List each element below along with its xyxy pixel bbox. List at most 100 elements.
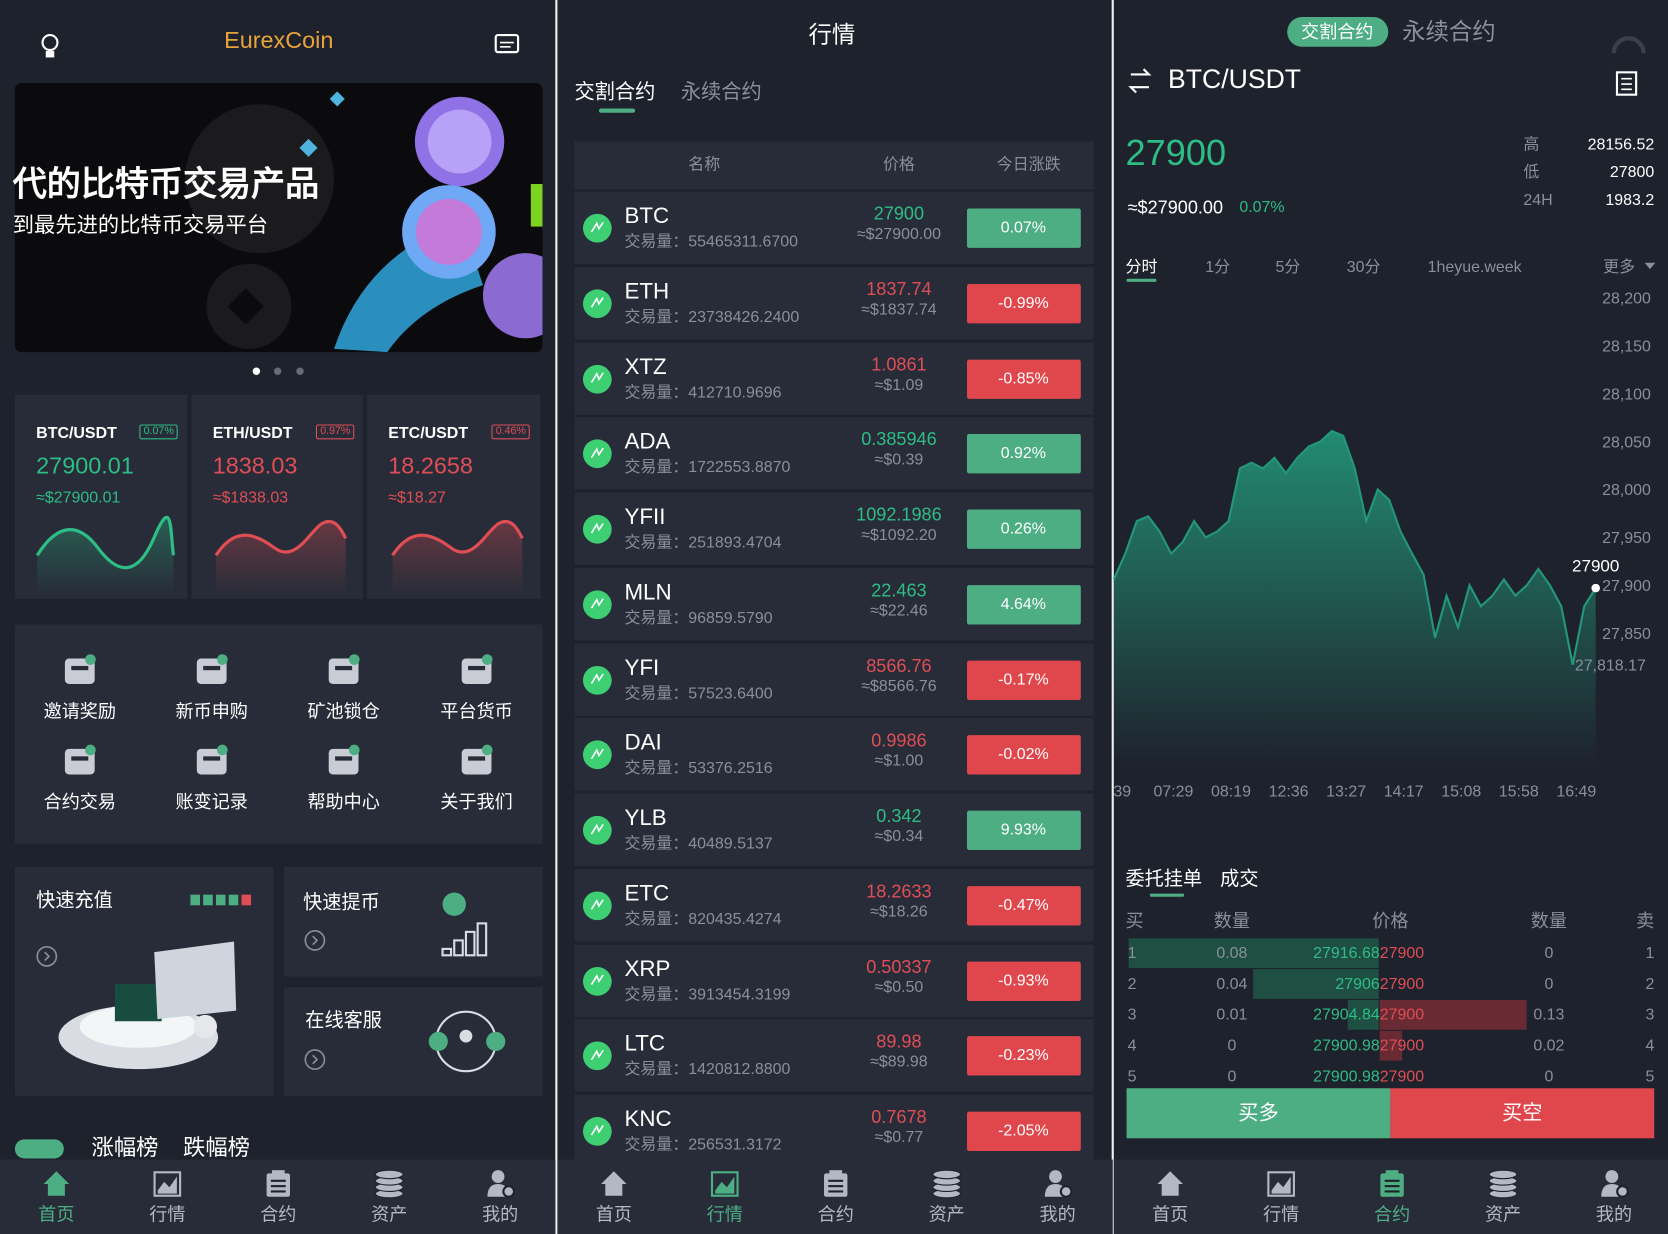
- buy-long-button[interactable]: [1126, 1088, 1391, 1139]
- tab-indicator: [1149, 893, 1185, 897]
- nav-item[interactable]: [788, 1162, 884, 1232]
- nav-icon: [270, 1185, 286, 1188]
- tab-pill[interactable]: [1287, 17, 1389, 47]
- x-tick-label: 15:08: [1441, 782, 1482, 801]
- book-index: 1: [1127, 944, 1137, 963]
- coin-name: YFI: [624, 655, 660, 680]
- period-tab[interactable]: 1heyue.week: [1427, 257, 1522, 277]
- orders-icon: [1615, 71, 1638, 96]
- arrow-circle: [304, 1049, 326, 1070]
- last-price: 27900: [1125, 132, 1227, 174]
- nav-item[interactable]: [341, 1162, 437, 1232]
- y-tick-label: 28,100: [1602, 385, 1651, 404]
- period-tab[interactable]: 更多: [1603, 257, 1636, 277]
- table-header: [574, 141, 1094, 190]
- nav-item[interactable]: [1566, 1162, 1662, 1232]
- menu-item[interactable]: [27, 737, 133, 816]
- strength-bar: [190, 894, 200, 906]
- nav-item[interactable]: [1122, 1162, 1218, 1232]
- nav-icon: [153, 1171, 182, 1197]
- bulb-icon: [45, 51, 55, 58]
- menu-icon: [64, 658, 95, 685]
- menu-item[interactable]: [27, 647, 133, 726]
- coin-icon-mark: [590, 899, 604, 910]
- nav-item[interactable]: [230, 1162, 326, 1232]
- tab[interactable]: 跌幅榜: [182, 1135, 250, 1161]
- x-tick-label: 14:17: [1383, 782, 1424, 801]
- strength-bar: [228, 894, 239, 906]
- bid-price: 27900.98: [1313, 1067, 1380, 1086]
- nav-item[interactable]: [9, 1162, 105, 1232]
- menu-item[interactable]: [159, 737, 265, 816]
- menu-item[interactable]: [423, 647, 529, 726]
- nav-icon: [828, 1185, 844, 1188]
- nav-item[interactable]: [1010, 1162, 1106, 1232]
- tab[interactable]: 永续合约: [1402, 18, 1496, 45]
- tab[interactable]: 委托挂单: [1125, 868, 1203, 890]
- nav-item[interactable]: [1455, 1162, 1551, 1232]
- arrow-icon: [312, 935, 319, 946]
- nav-icon: [1059, 1185, 1073, 1198]
- nav-item[interactable]: [452, 1162, 548, 1232]
- arrow-icon: [312, 1054, 319, 1065]
- button-label[interactable]: 买多: [1238, 1102, 1279, 1125]
- nav-item[interactable]: [1233, 1162, 1329, 1232]
- tab[interactable]: 交割合约: [1301, 21, 1374, 43]
- coin-icon: [582, 891, 612, 920]
- tab[interactable]: 涨幅榜: [91, 1135, 159, 1161]
- coin-icon: [582, 439, 612, 469]
- coin-usd: ≈$0.77: [874, 1128, 924, 1147]
- change-badge: [966, 885, 1081, 926]
- nav-icon: [829, 1170, 843, 1176]
- period-tab[interactable]: 1分: [1205, 257, 1231, 277]
- nav-icon: [271, 1170, 285, 1176]
- ticker-pair: BTC/USDT: [36, 423, 117, 443]
- menu-item[interactable]: [423, 737, 529, 816]
- menu-label: 合约交易: [43, 791, 116, 813]
- tab[interactable]: 永续合约: [680, 81, 762, 104]
- change-value: 0.26%: [1000, 519, 1047, 538]
- coin-volume: 交易量：40489.5137: [624, 834, 773, 853]
- coin-price: 8566.76: [866, 655, 932, 676]
- nav-icon: [1488, 1169, 1518, 1180]
- coin-price: 22.463: [871, 580, 927, 601]
- ask-qty: 0: [1544, 1067, 1554, 1086]
- menu-label: 平台货币: [440, 701, 513, 722]
- coin-icon-mark: [590, 1124, 604, 1136]
- nav-item[interactable]: [566, 1162, 662, 1232]
- nav-label: 我的: [482, 1204, 519, 1225]
- book-index: 4: [1645, 1036, 1655, 1055]
- coin-usd: ≈$18.26: [870, 902, 928, 921]
- nav-item[interactable]: [899, 1162, 995, 1232]
- last-point: [1591, 583, 1600, 593]
- tab-indicator: [1126, 278, 1157, 282]
- coin-usd: ≈$22.46: [870, 601, 928, 620]
- tab[interactable]: 成交: [1220, 868, 1259, 890]
- menu-icon: [468, 665, 486, 671]
- period-tab[interactable]: 30分: [1346, 257, 1381, 277]
- book-header: 数量: [1213, 911, 1250, 932]
- coin-icon: [582, 740, 612, 770]
- y-tick-label: 27,950: [1602, 529, 1651, 548]
- period-tab[interactable]: 分时: [1125, 257, 1158, 277]
- withdraw-card[interactable]: [284, 866, 543, 977]
- menu-item[interactable]: [290, 737, 396, 816]
- nav-label: 合约: [1373, 1204, 1411, 1225]
- nav-item[interactable]: [1344, 1162, 1440, 1232]
- tab[interactable]: 交割合约: [574, 81, 656, 104]
- buy-short-button[interactable]: [1390, 1088, 1655, 1139]
- menu-item[interactable]: [159, 647, 265, 726]
- book-header: 数量: [1530, 911, 1567, 932]
- coin-icon: [582, 289, 612, 318]
- book-index: 3: [1127, 1005, 1137, 1024]
- ticker-price: 27900.01: [36, 452, 134, 479]
- nav-item[interactable]: [119, 1162, 215, 1232]
- period-tab[interactable]: 5分: [1275, 257, 1301, 277]
- nav-item[interactable]: [677, 1162, 773, 1232]
- menu-item[interactable]: [290, 647, 396, 726]
- menu-icon-accent: [85, 654, 96, 665]
- shape: [329, 91, 345, 107]
- button-label[interactable]: 买空: [1502, 1102, 1543, 1125]
- coin-price: 89.98: [876, 1031, 922, 1052]
